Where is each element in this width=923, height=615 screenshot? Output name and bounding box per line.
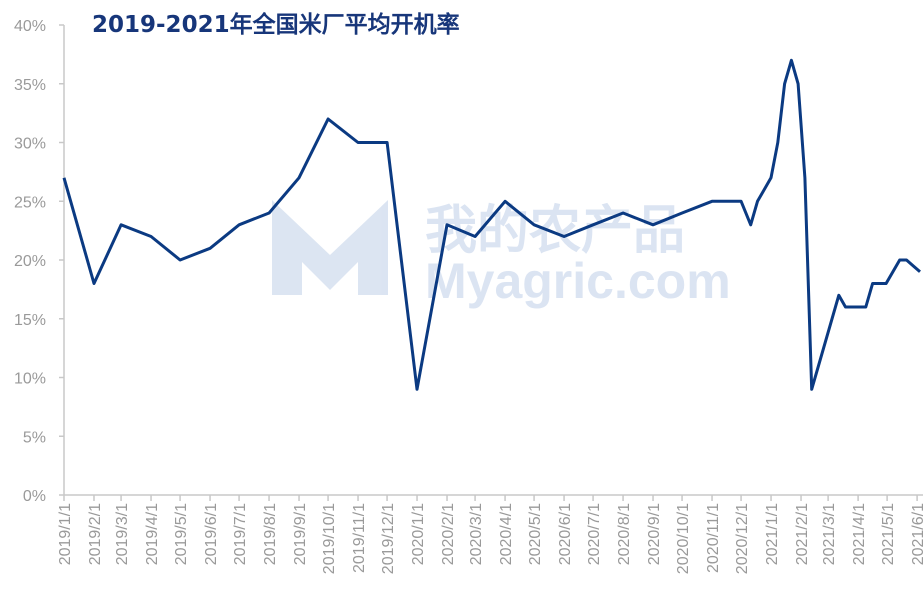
line-series	[62, 58, 921, 391]
x-tick-label: 2019/2/1	[87, 503, 104, 565]
x-tick-label: 2020/2/1	[440, 503, 457, 565]
x-tick-label: 2019/3/1	[114, 503, 131, 565]
x-tick-label: 2021/2/1	[794, 503, 811, 565]
chart-title: 2019-2021年全国米厂平均开机率	[92, 11, 460, 38]
y-tick-label: 20%	[14, 253, 46, 270]
y-tick-label: 40%	[14, 18, 46, 35]
x-tick-label: 2021/6/1	[910, 503, 923, 565]
x-tick-label: 2019/9/1	[292, 503, 309, 565]
y-tick-label: 5%	[23, 429, 46, 446]
x-tick-label: 2020/1/1	[410, 503, 427, 565]
x-tick-label: 2019/4/1	[144, 503, 161, 565]
watermark-logo	[272, 200, 388, 295]
x-tick-label: 2021/1/1	[764, 503, 781, 565]
x-tick-label: 2021/3/1	[821, 503, 838, 565]
x-tick-label: 2021/4/1	[851, 503, 868, 565]
x-tick-label: 2020/4/1	[498, 503, 515, 565]
x-tick-label: 2019/10/1	[321, 503, 338, 574]
x-tick-label: 2020/12/1	[734, 503, 751, 574]
x-tick-label: 2019/5/1	[173, 503, 190, 565]
x-tick-label: 2019/6/1	[203, 503, 220, 565]
x-tick-label: 2019/8/1	[262, 503, 279, 565]
x-tick-label: 2020/5/1	[527, 503, 544, 565]
y-tick-label: 25%	[14, 194, 46, 211]
x-tick-label: 2019/12/1	[380, 503, 397, 574]
x-tick-label: 2019/11/1	[351, 503, 368, 573]
x-tick-label: 2020/8/1	[616, 503, 633, 565]
y-tick-label: 35%	[14, 77, 46, 94]
x-tick-label: 2020/9/1	[646, 503, 663, 565]
x-tick-label: 2020/7/1	[586, 503, 603, 565]
y-tick-label: 10%	[14, 371, 46, 388]
y-tick-label: 15%	[14, 312, 46, 329]
x-tick-label: 2020/11/1	[705, 503, 722, 573]
x-tick-label: 2019/7/1	[232, 503, 249, 565]
watermark: 我的农产品 Myagric.com	[272, 200, 731, 309]
x-tick-label: 2020/10/1	[675, 503, 692, 574]
x-tick-label: 2020/6/1	[557, 503, 574, 565]
watermark-en: Myagric.com	[425, 253, 731, 309]
x-tick-label: 2021/5/1	[880, 503, 897, 565]
x-tick-label: 2020/3/1	[468, 503, 485, 565]
watermark-cn: 我的农产品	[425, 202, 685, 260]
x-tick-label: 2019/1/1	[57, 503, 74, 565]
y-tick-label: 30%	[14, 136, 46, 153]
y-tick-label: 0%	[23, 488, 46, 505]
